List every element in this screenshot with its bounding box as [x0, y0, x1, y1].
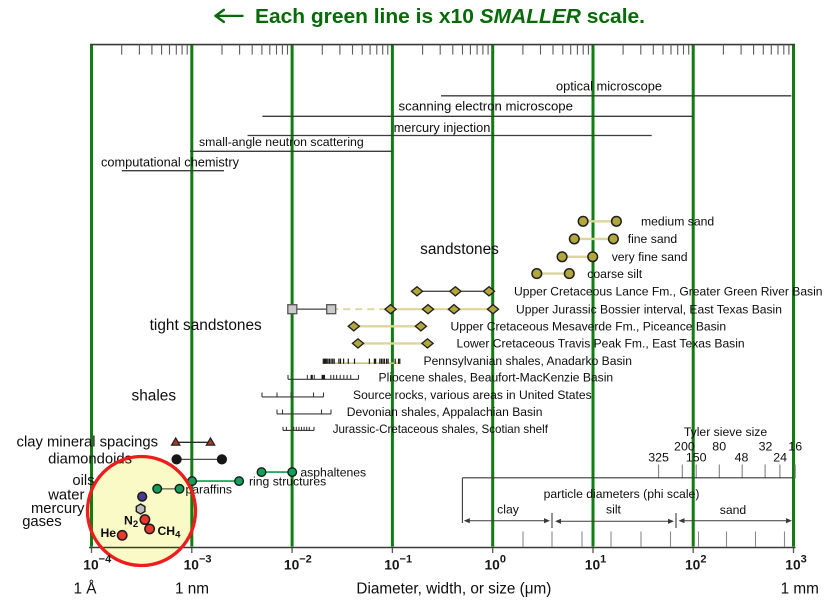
- svg-text:particle diameters (phi scale): particle diameters (phi scale): [544, 487, 700, 501]
- svg-text:mercury injection: mercury injection: [394, 120, 491, 135]
- svg-text:clay: clay: [497, 502, 520, 516]
- svg-text:48: 48: [735, 451, 749, 465]
- svg-text:150: 150: [686, 451, 707, 465]
- svg-text:ring structures: ring structures: [249, 474, 326, 488]
- svg-text:Pliocene shales, Beaufort-MacK: Pliocene shales, Beaufort-MacKenzie Basi…: [379, 371, 614, 385]
- svg-text:Diameter, width, or size (μm): Diameter, width, or size (μm): [356, 581, 551, 598]
- svg-text:Jurassic-Cretaceous shales, Sc: Jurassic-Cretaceous shales, Scotian shel…: [333, 423, 549, 436]
- svg-text:1 mm: 1 mm: [781, 581, 819, 598]
- svg-text:Pennsylvanian shales, Anadarko: Pennsylvanian shales, Anadarko Basin: [424, 354, 632, 368]
- svg-text:scanning electron microscope: scanning electron microscope: [399, 99, 573, 114]
- svg-text:clay mineral spacings: clay mineral spacings: [17, 434, 158, 450]
- svg-text:tight sandstones: tight sandstones: [150, 317, 262, 334]
- svg-text:325: 325: [648, 451, 669, 465]
- svg-text:shales: shales: [132, 387, 177, 404]
- svg-text:Lower Cretaceous Travis Peak F: Lower Cretaceous Travis Peak Fm., East T…: [457, 337, 745, 351]
- svg-text:small-angle neutron scattering: small-angle neutron scattering: [199, 135, 364, 149]
- svg-text:coarse silt: coarse silt: [587, 267, 642, 281]
- svg-text:optical microscope: optical microscope: [556, 79, 662, 94]
- svg-text:sandstones: sandstones: [420, 241, 499, 258]
- svg-text:32: 32: [759, 439, 773, 453]
- svg-text:He: He: [101, 526, 117, 540]
- svg-text:Upper Cretaceous Mesaverde Fm.: Upper Cretaceous Mesaverde Fm., Piceance…: [451, 320, 727, 334]
- svg-text:Tyler sieve size: Tyler sieve size: [684, 425, 768, 439]
- svg-text:silt: silt: [606, 502, 622, 516]
- svg-text:oils: oils: [72, 473, 94, 489]
- svg-text:1 nm: 1 nm: [175, 581, 209, 598]
- svg-text:Each green line is x10 SMALLER: Each green line is x10 SMALLER scale.: [255, 6, 645, 28]
- svg-text:medium sand: medium sand: [641, 215, 714, 229]
- svg-text:200: 200: [674, 439, 695, 453]
- svg-text:16: 16: [788, 439, 802, 453]
- svg-text:gases: gases: [22, 514, 62, 530]
- svg-text:water: water: [47, 488, 84, 504]
- svg-text:Upper Jurassic Bossier interva: Upper Jurassic Bossier interval, East Te…: [516, 302, 782, 316]
- svg-text:asphaltenes: asphaltenes: [300, 465, 366, 479]
- svg-text:paraffins: paraffins: [186, 482, 233, 496]
- svg-text:Source rocks, various areas in: Source rocks, various areas in United St…: [353, 388, 592, 402]
- svg-text:Devonian shales, Appalachian B: Devonian shales, Appalachian Basin: [347, 405, 543, 419]
- svg-text:fine sand: fine sand: [628, 232, 677, 246]
- svg-text:Upper Cretaceous Lance Fm., Gr: Upper Cretaceous Lance Fm., Greater Gree…: [514, 285, 823, 299]
- svg-text:computational chemistry: computational chemistry: [101, 155, 240, 170]
- svg-text:diamondoids: diamondoids: [48, 451, 132, 467]
- svg-text:24: 24: [773, 451, 787, 465]
- svg-text:1 Å: 1 Å: [74, 581, 98, 598]
- svg-text:80: 80: [712, 439, 726, 453]
- svg-text:sand: sand: [720, 503, 746, 517]
- svg-text:very fine sand: very fine sand: [612, 250, 688, 264]
- svg-text:mercury: mercury: [31, 501, 85, 517]
